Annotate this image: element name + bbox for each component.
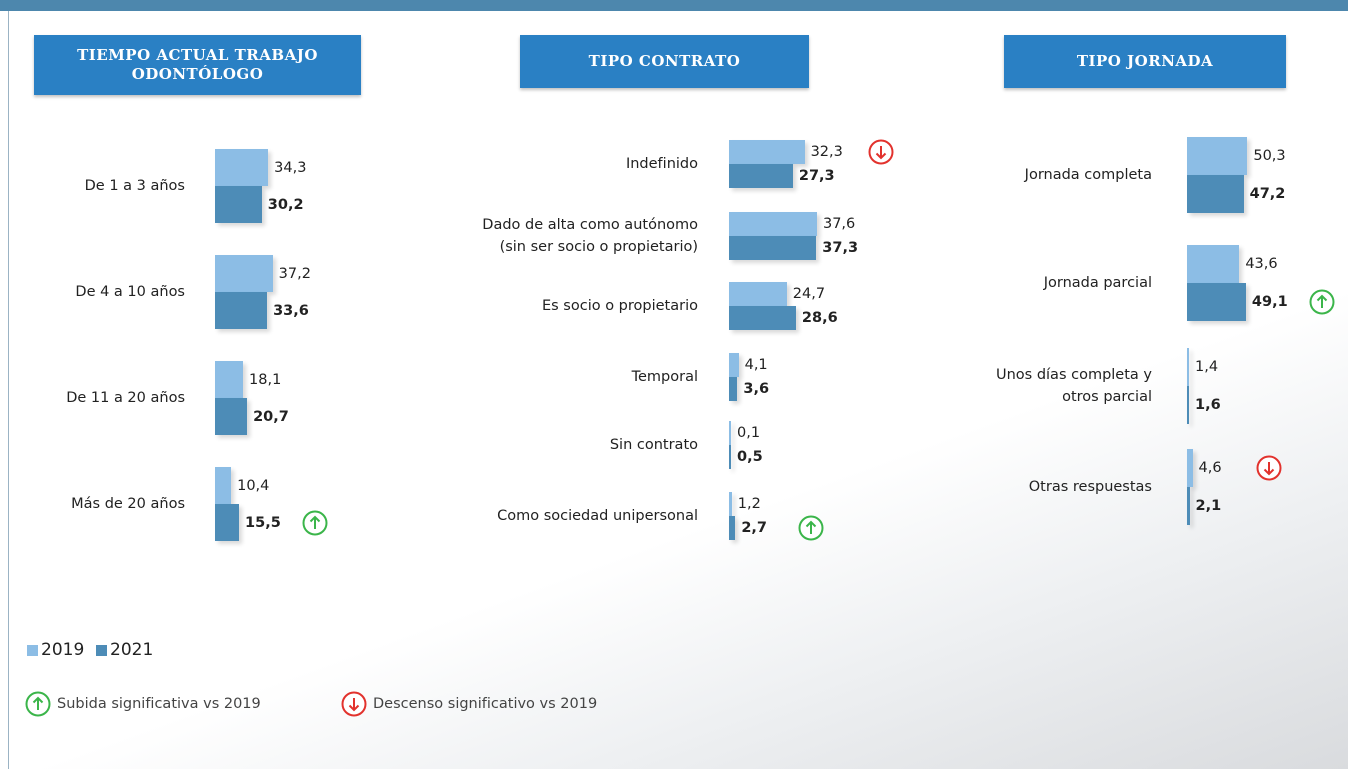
value-label: 37,6 [823,216,855,232]
category-label: Temporal [408,366,698,388]
bar [215,186,262,223]
bar [1187,283,1246,321]
value-label: 18,1 [249,372,281,388]
significance-down [868,139,894,165]
value-label: 37,2 [279,266,311,282]
bar [729,421,731,445]
up-icon [25,691,51,717]
value-label: 32,3 [811,144,843,160]
chart-header: TIPO CONTRATO [520,35,809,88]
legend-swatch [96,645,107,656]
significance-down [1256,455,1282,481]
legend-label: 2021 [110,640,153,660]
value-label: 49,1 [1252,294,1288,310]
down-icon [341,691,367,717]
value-label: 33,6 [273,303,309,319]
value-label: 43,6 [1245,256,1277,272]
significance-up [798,515,824,541]
bar [1187,449,1193,487]
category-label: Jornada completa [952,164,1152,186]
bar [215,467,231,504]
bar [729,212,817,236]
value-label: 34,3 [274,160,306,176]
category-label: Unos días completa y otros parcial [952,364,1152,408]
value-label: 50,3 [1253,148,1285,164]
value-label: 27,3 [799,168,835,184]
bar [1187,487,1190,525]
significance-up [302,510,328,536]
significance-up [1309,289,1335,315]
legend-2019: 2019 [27,640,84,660]
category-label: De 1 a 3 años [15,175,185,197]
bar [729,516,735,540]
value-label: 30,2 [268,197,304,213]
value-label: 47,2 [1250,186,1286,202]
value-label: 28,6 [802,310,838,326]
value-label: 20,7 [253,409,289,425]
value-label: 15,5 [245,515,281,531]
legend-2021: 2021 [96,640,153,660]
bar [729,164,793,188]
legend-swatch [27,645,38,656]
bar [729,236,816,260]
value-label: 2,7 [741,520,767,536]
category-label: Indefinido [408,153,698,175]
bar [1187,348,1189,386]
legend-label: 2019 [41,640,84,660]
category-label: De 11 a 20 años [15,387,185,409]
bar [215,292,267,329]
legend-down: Descenso significativo vs 2019 [341,691,597,717]
legend-up: Subida significativa vs 2019 [25,691,261,717]
bar [729,377,737,401]
bar [729,306,796,330]
left-border [8,11,9,769]
value-label: 0,1 [737,425,760,441]
chart-header: TIEMPO ACTUAL TRABAJO ODONTÓLOGO [34,35,361,95]
legend-text: Descenso significativo vs 2019 [373,696,597,712]
bar [215,361,243,398]
bar [729,282,787,306]
bar [729,140,805,164]
category-label: Dado de alta como autónomo (sin ser soci… [408,214,698,258]
value-label: 3,6 [743,381,769,397]
bar [215,149,268,186]
bar [729,353,739,377]
value-label: 24,7 [793,286,825,302]
value-label: 10,4 [237,478,269,494]
category-label: Sin contrato [408,434,698,456]
bar [215,504,239,541]
bar [1187,386,1189,424]
top-bar [0,0,1348,11]
page: Situación laboral html, body { margin: 0… [0,0,1348,769]
value-label: 1,4 [1195,359,1218,375]
bar [215,255,273,292]
bar [1187,245,1239,283]
category-label: Es socio o propietario [408,295,698,317]
bar [729,445,731,469]
value-label: 2,1 [1196,498,1222,514]
infographic: TIEMPO ACTUAL TRABAJO ODONTÓLOGO De 1 a 3… [0,0,1348,769]
value-label: 1,2 [738,496,761,512]
value-label: 4,1 [745,357,768,373]
category-label: De 4 a 10 años [15,281,185,303]
category-label: Otras respuestas [952,476,1152,498]
category-label: Como sociedad unipersonal [408,505,698,527]
value-label: 37,3 [822,240,858,256]
legend-text: Subida significativa vs 2019 [57,696,261,712]
bar [1187,175,1244,213]
value-label: 1,6 [1195,397,1221,413]
bar [1187,137,1247,175]
category-label: Jornada parcial [952,272,1152,294]
category-label: Más de 20 años [15,493,185,515]
chart-header: TIPO JORNADA [1004,35,1286,88]
bar [729,492,732,516]
value-label: 0,5 [737,449,763,465]
value-label: 4,6 [1199,460,1222,476]
bar [215,398,247,435]
